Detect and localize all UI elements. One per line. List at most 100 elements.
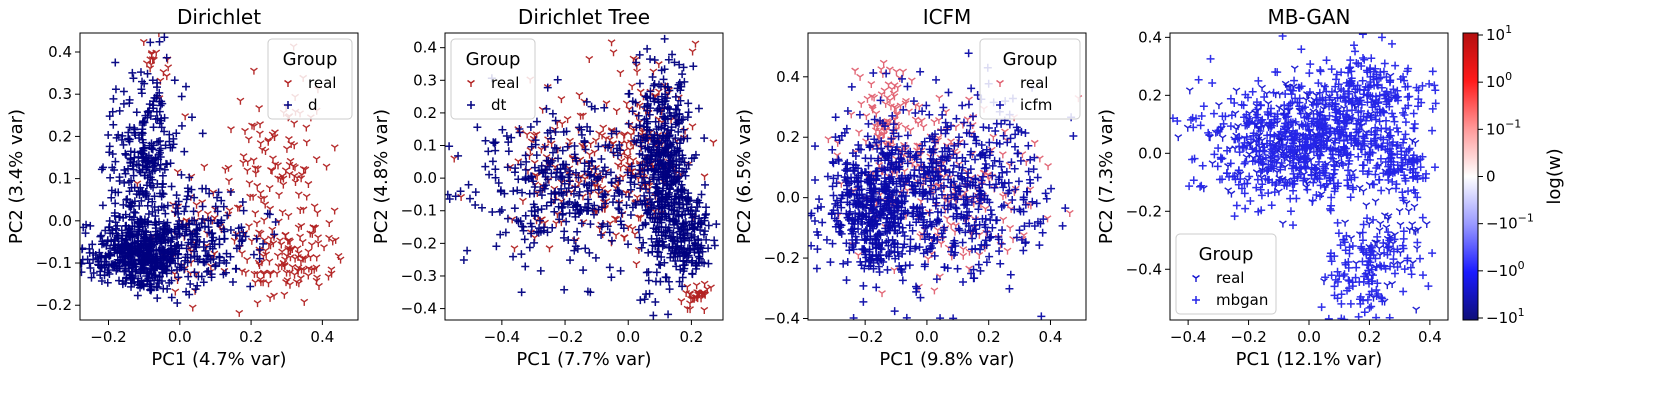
point-mbgan bbox=[1416, 163, 1425, 172]
point-d bbox=[149, 156, 158, 165]
point-dt bbox=[684, 108, 693, 117]
point-dt bbox=[675, 139, 684, 148]
point-mbgan bbox=[1390, 235, 1399, 244]
point-dt bbox=[564, 173, 573, 182]
point-real bbox=[278, 209, 287, 217]
point-real bbox=[255, 105, 264, 113]
point-d bbox=[86, 264, 95, 273]
point-real bbox=[959, 246, 968, 254]
point-d bbox=[193, 226, 202, 235]
point-d bbox=[100, 257, 109, 266]
point-d bbox=[182, 287, 191, 296]
point-d bbox=[146, 230, 155, 239]
point-dt bbox=[664, 310, 673, 319]
point-real bbox=[868, 103, 876, 111]
point-mbgan bbox=[1329, 169, 1338, 178]
point-dt bbox=[651, 277, 660, 286]
point-dt bbox=[683, 244, 692, 253]
point-dt bbox=[605, 263, 614, 272]
point-icfm bbox=[901, 142, 910, 151]
x-tick-label: 0.0 bbox=[616, 328, 640, 346]
point-mbgan bbox=[1383, 250, 1392, 259]
point-mbgan bbox=[1330, 162, 1339, 171]
point-dt bbox=[627, 162, 636, 171]
point-icfm bbox=[882, 238, 891, 247]
y-axis-label: PC2 (4.8% var) bbox=[371, 109, 392, 244]
point-real bbox=[256, 121, 264, 129]
point-icfm bbox=[938, 147, 947, 156]
point-icfm bbox=[918, 107, 927, 116]
point-real bbox=[1422, 220, 1431, 229]
point-dt bbox=[504, 138, 513, 147]
y-tick-label: 0.4 bbox=[776, 68, 800, 86]
point-icfm bbox=[1020, 222, 1029, 231]
point-mbgan bbox=[1358, 228, 1367, 237]
point-real bbox=[282, 269, 291, 277]
point-d bbox=[97, 277, 106, 286]
point-icfm bbox=[949, 161, 958, 170]
point-icfm bbox=[897, 192, 906, 201]
point-mbgan bbox=[1369, 180, 1378, 189]
point-real bbox=[312, 155, 321, 164]
point-dt bbox=[614, 198, 623, 207]
point-d bbox=[111, 58, 120, 67]
point-d bbox=[219, 202, 228, 211]
point-d bbox=[141, 111, 150, 120]
point-icfm bbox=[867, 198, 876, 207]
point-icfm bbox=[946, 202, 955, 211]
point-icfm bbox=[943, 194, 952, 203]
point-dt bbox=[559, 190, 568, 199]
point-dt bbox=[609, 148, 618, 157]
axes-frame bbox=[807, 32, 1087, 321]
point-d bbox=[181, 82, 190, 91]
point-mbgan bbox=[1308, 196, 1317, 205]
point-icfm bbox=[954, 133, 963, 142]
point-mbgan bbox=[1385, 102, 1394, 111]
point-dt bbox=[535, 224, 544, 233]
point-icfm bbox=[849, 245, 858, 254]
point-d bbox=[186, 253, 195, 262]
point-d bbox=[134, 152, 143, 161]
point-mbgan bbox=[1401, 174, 1410, 183]
point-d bbox=[211, 261, 220, 270]
point-icfm bbox=[961, 228, 970, 237]
point-d bbox=[146, 181, 155, 190]
point-d bbox=[139, 227, 148, 236]
point-d bbox=[133, 219, 142, 228]
point-icfm bbox=[976, 245, 985, 254]
point-dt bbox=[651, 209, 660, 218]
point-dt bbox=[541, 172, 550, 181]
point-d bbox=[134, 247, 143, 256]
point-icfm bbox=[813, 245, 822, 254]
point-mbgan bbox=[1345, 171, 1354, 180]
point-d bbox=[177, 170, 186, 179]
point-dt bbox=[579, 266, 588, 275]
point-real bbox=[1382, 224, 1391, 232]
legend-title: Group bbox=[283, 49, 338, 70]
point-d bbox=[109, 120, 118, 129]
point-d bbox=[139, 117, 148, 126]
point-icfm bbox=[872, 283, 881, 292]
point-dt bbox=[569, 189, 578, 198]
point-mbgan bbox=[1300, 157, 1309, 166]
legend-label-icfm: icfm bbox=[1020, 96, 1052, 114]
point-d bbox=[151, 218, 160, 227]
point-dt bbox=[484, 147, 493, 156]
point-icfm bbox=[936, 155, 945, 164]
point-icfm bbox=[894, 132, 903, 141]
point-icfm bbox=[905, 247, 914, 256]
y-tick-label: 0.2 bbox=[776, 128, 800, 146]
point-real bbox=[579, 112, 587, 120]
point-real bbox=[290, 142, 299, 150]
point-dt bbox=[636, 161, 645, 170]
legend-marker-dt bbox=[467, 101, 475, 109]
point-dt bbox=[547, 169, 556, 178]
point-dt bbox=[635, 165, 644, 174]
point-dt bbox=[562, 217, 571, 226]
point-d bbox=[161, 209, 170, 218]
point-icfm bbox=[936, 314, 945, 320]
point-dt bbox=[636, 138, 645, 147]
point-d bbox=[135, 246, 144, 255]
point-mbgan bbox=[1337, 290, 1346, 299]
point-d bbox=[155, 146, 164, 155]
